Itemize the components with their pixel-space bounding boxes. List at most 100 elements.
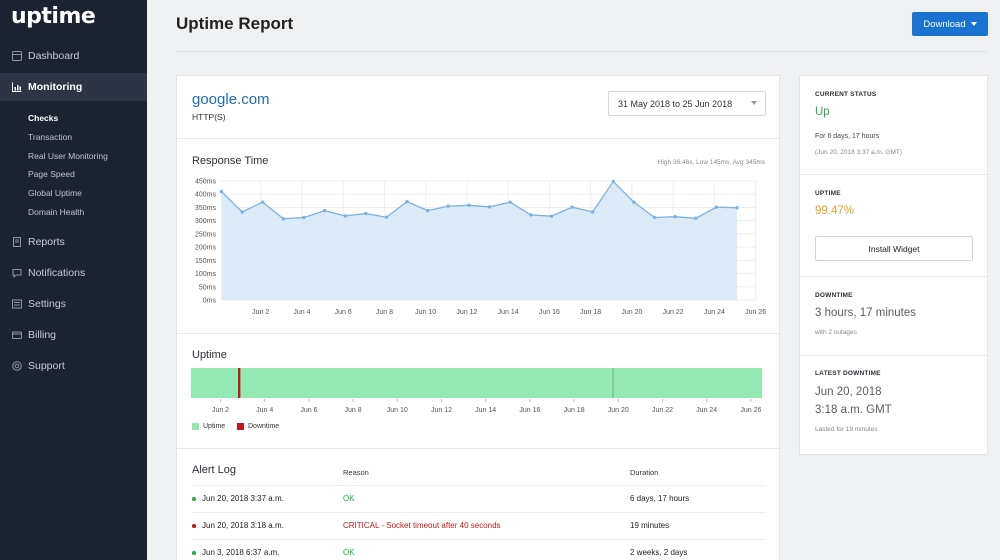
sidebar-item-settings[interactable]: Settings	[0, 290, 147, 318]
table-divider	[192, 512, 766, 513]
legend-swatch-downtime	[237, 423, 244, 430]
data-point	[467, 203, 471, 208]
status-dot-ok	[192, 551, 196, 555]
response-time-stats: High 36.46s, Low 145ms, Avg 345ms	[657, 159, 765, 166]
current-status-value: Up	[815, 106, 830, 118]
subnav-item-checks[interactable]: Checks	[28, 113, 59, 123]
x-tick-label: Jun 24	[696, 407, 717, 414]
x-tick-label: Jun 24	[704, 309, 725, 316]
app-logo[interactable]: uptime	[11, 4, 96, 29]
downtime-marker	[238, 368, 241, 398]
downtime-outages: with 2 outages	[815, 329, 857, 336]
check-protocol: HTTP(S)	[192, 112, 226, 122]
x-tick-label: Jun 2	[212, 407, 229, 414]
column-header-duration: Duration	[630, 468, 659, 477]
subnav-item-domain-health[interactable]: Domain Health	[28, 207, 85, 217]
x-tick-label: Jun 18	[580, 309, 601, 316]
status-dot-ok	[192, 497, 196, 501]
reports-icon	[12, 237, 22, 247]
data-point	[714, 205, 719, 209]
legend-uptime: Uptime	[192, 423, 225, 430]
download-button[interactable]: Download	[912, 12, 988, 36]
subnav-item-real-user-monitoring[interactable]: Real User Monitoring	[28, 151, 108, 161]
uptime-label: UPTIME	[815, 190, 841, 197]
data-point	[302, 215, 306, 220]
data-point	[281, 217, 286, 221]
response-time-title: Response Time	[192, 155, 269, 167]
alert-date: Jun 3, 2018 6:37 a.m.	[202, 548, 280, 557]
chevron-down-icon	[751, 101, 757, 105]
current-status-duration: For 6 days, 17 hours	[815, 133, 880, 140]
data-point	[384, 215, 389, 219]
sidebar-item-dashboard[interactable]: Dashboard	[0, 42, 147, 70]
response-time-line	[221, 180, 738, 220]
date-range-value: 31 May 2018 to 25 Jun 2018	[618, 98, 733, 109]
sidebar-item-monitoring[interactable]: Monitoring	[0, 73, 147, 101]
legend-downtime: Downtime	[237, 423, 279, 430]
x-tick-label: Jun 22	[663, 309, 684, 316]
date-range-select[interactable]: 31 May 2018 to 25 Jun 2018	[608, 91, 766, 116]
response-time-area	[221, 181, 737, 300]
x-tick-label: Jun 8	[376, 309, 393, 316]
check-domain[interactable]: google.com	[192, 91, 270, 108]
settings-icon	[12, 299, 22, 309]
charts-canvas: 450ms 400ms 350ms 300ms 250ms 200ms 150ms 100ms…	[191, 179, 766, 414]
current-status-label: CURRENT STATUS	[815, 91, 877, 98]
header-divider	[176, 51, 988, 52]
subnav-item-transaction[interactable]: Transaction	[28, 132, 73, 142]
data-point	[219, 189, 224, 194]
sidebar-item-support[interactable]: Support	[0, 352, 147, 380]
summary-divider	[800, 276, 987, 277]
alert-duration: 6 days, 17 hours	[630, 494, 690, 503]
sidebar-item-label: Dashboard	[28, 50, 80, 62]
table-row[interactable]: Jun 20, 2018 3:37 a.m. OK 6 days, 17 hou…	[177, 486, 779, 512]
uptime-title: Uptime	[192, 349, 227, 361]
data-point	[529, 213, 533, 217]
summary-divider	[800, 174, 987, 175]
sidebar-item-label: Support	[28, 360, 65, 372]
data-point	[549, 214, 554, 218]
y-tick-label: 400ms	[195, 192, 217, 199]
chart-icon	[12, 82, 22, 92]
notifications-icon	[12, 268, 22, 278]
subnav-item-global-uptime[interactable]: Global Uptime	[28, 188, 82, 198]
latest-downtime-label: LATEST DOWNTIME	[815, 370, 881, 377]
y-tick-label: 0ms	[203, 298, 217, 305]
table-divider	[192, 539, 766, 540]
x-tick-label: Jun 14	[498, 309, 519, 316]
table-row[interactable]: Jun 20, 2018 3:18 a.m. CRITICAL - Socket…	[177, 513, 779, 539]
subnav-item-page-speed[interactable]: Page Speed	[28, 169, 75, 179]
sidebar-item-reports[interactable]: Reports	[0, 228, 147, 256]
x-tick-label: Jun 10	[415, 309, 436, 316]
page-title: Uptime Report	[176, 14, 294, 33]
install-widget-button[interactable]: Install Widget	[815, 236, 973, 261]
uptime-value: 99.47%	[815, 205, 855, 217]
x-tick-label: Jun 12	[456, 309, 477, 316]
alert-date: Jun 20, 2018 3:18 a.m.	[202, 521, 284, 530]
x-tick-label: Jun 12	[431, 407, 452, 414]
x-tick-label: Jun 22	[652, 407, 673, 414]
latest-downtime-lasted: Lasted for 19 minutes	[815, 426, 878, 433]
table-row[interactable]: Jun 3, 2018 6:37 a.m. OK 2 weeks, 2 days	[177, 540, 779, 560]
sidebar-item-notifications[interactable]: Notifications	[0, 259, 147, 287]
sidebar-item-billing[interactable]: Billing	[0, 321, 147, 349]
downtime-label: DOWNTIME	[815, 292, 853, 299]
sidebar: uptime Dashboard Monitoring Checks Trans…	[0, 0, 147, 560]
y-tick-label: 350ms	[195, 205, 217, 212]
x-tick-label: Jun 16	[539, 309, 560, 316]
data-point	[487, 205, 492, 209]
x-tick-label: Jun 6	[300, 407, 317, 414]
current-status-since: (Jun 20, 2018 3:37 a.m. GMT)	[815, 149, 903, 156]
table-divider	[192, 485, 766, 486]
legend-swatch-uptime	[192, 423, 199, 430]
x-tick-label: Jun 6	[335, 309, 352, 316]
dashboard-icon	[12, 51, 22, 61]
sidebar-item-label: Notifications	[28, 267, 86, 279]
x-tick-label: Jun 20	[621, 309, 642, 316]
x-tick-label: Jun 26	[740, 407, 761, 414]
data-point	[261, 200, 265, 204]
data-point	[405, 199, 409, 204]
data-point	[652, 215, 657, 220]
caret-down-icon	[970, 22, 977, 26]
column-header-reason: Reason	[343, 468, 369, 477]
